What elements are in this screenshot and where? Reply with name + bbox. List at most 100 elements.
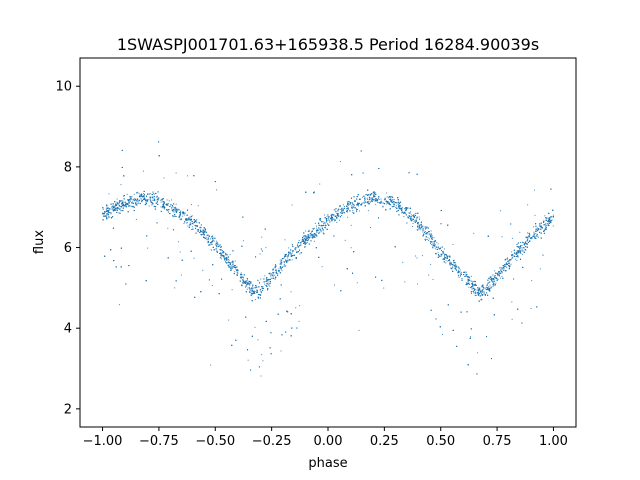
data-point [389,198,391,200]
data-point [501,275,503,277]
data-point [510,263,512,265]
data-point [445,262,447,264]
data-point [102,208,104,210]
data-point [236,270,238,272]
data-point [338,213,340,215]
data-point [328,219,330,221]
data-point [257,339,259,341]
data-point [171,199,173,201]
data-point [503,269,505,271]
data-point [326,216,328,218]
data-point [180,274,182,276]
data-point [500,267,502,269]
data-point [259,253,261,255]
data-point [521,241,523,243]
data-point [391,206,393,208]
data-point [140,200,142,202]
data-point [443,248,445,250]
data-point [148,193,150,195]
data-point [470,292,472,294]
data-point [231,269,233,271]
data-point [421,255,423,257]
data-point [257,280,259,282]
data-point [438,248,440,250]
data-point [162,199,164,201]
data-point [234,271,236,273]
data-point [324,222,326,224]
data-point [160,201,162,203]
data-point [434,252,436,254]
data-point [135,202,137,204]
data-point [417,283,419,285]
data-point [505,258,507,260]
data-point [434,248,436,250]
data-point [176,210,178,212]
data-point [507,261,509,263]
data-point [429,240,431,242]
data-point [117,202,119,204]
data-point [461,272,463,274]
data-point [221,254,223,256]
data-point [455,264,457,266]
data-point [213,237,215,239]
data-point [247,287,249,289]
data-point [459,269,461,271]
data-point [115,207,117,209]
data-point [254,326,256,328]
data-point [342,212,344,214]
data-point [499,271,501,273]
data-point [341,210,343,212]
data-point [511,251,513,253]
data-point [537,229,539,231]
data-point [551,219,553,221]
data-point [489,284,491,286]
data-point [445,259,447,261]
data-point [106,214,108,216]
data-point [505,264,507,266]
data-point [187,218,189,220]
data-point [501,236,503,238]
data-point [511,258,513,260]
data-point [147,247,149,249]
data-point [214,244,216,246]
data-point [339,208,341,210]
data-point [397,203,399,205]
data-point [500,272,502,274]
data-point [425,227,427,229]
data-point [247,359,249,361]
data-point [506,258,508,260]
data-point [126,193,128,195]
data-point [405,213,407,215]
data-point [342,204,344,206]
data-point [236,271,238,273]
data-point [531,238,533,240]
data-point [291,255,293,257]
data-point [482,289,484,291]
data-point [306,238,308,240]
data-point [480,292,482,294]
data-point [135,219,137,221]
data-point [473,232,475,234]
data-point [240,277,242,279]
data-point [383,287,385,289]
data-point [299,253,301,255]
data-point [122,195,124,197]
data-point [184,214,186,216]
data-point [375,198,377,200]
data-point [179,251,181,253]
data-point [437,247,439,249]
data-point [105,207,107,209]
data-point [254,299,256,301]
data-point [431,244,433,246]
data-point [354,204,356,206]
data-point [129,197,131,199]
data-point [407,216,409,218]
data-point [280,350,282,352]
data-point [471,286,473,288]
data-point [501,270,503,272]
data-point [235,268,237,270]
data-point [433,237,435,239]
data-point [422,228,424,230]
data-point [173,210,175,212]
data-point [360,150,362,152]
